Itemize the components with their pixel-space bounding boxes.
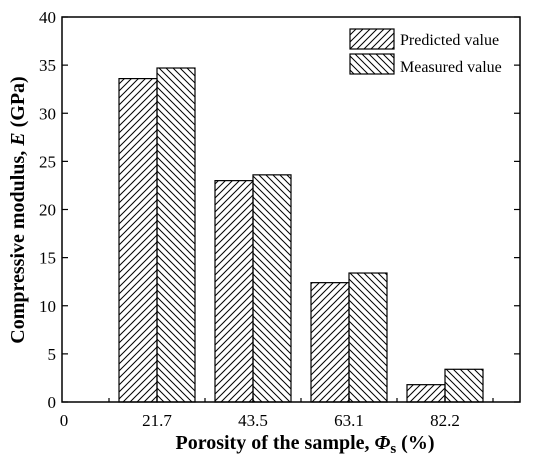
plot-frame <box>61 16 521 403</box>
x-tick-label: 21.7 <box>142 411 172 430</box>
x-axis-title-suffix: (%) <box>396 432 434 454</box>
bar-measured <box>156 67 196 403</box>
bar-predicted <box>406 384 446 403</box>
y-tick-label: 40 <box>39 8 56 27</box>
legend: Predicted value Measured value <box>349 28 502 76</box>
bar-measured <box>444 368 484 403</box>
legend-swatch-predicted <box>349 28 395 50</box>
y-axis-title: Compressive modulus, E (GPa) <box>7 76 29 343</box>
y-axis-title-symbol: E <box>7 132 29 146</box>
legend-label-measured: Measured value <box>400 59 502 76</box>
y-axis-title-prefix: Compressive modulus, <box>7 146 29 344</box>
bar-measured <box>252 174 292 403</box>
y-tick-label: 20 <box>39 201 56 220</box>
y-tick-label: 25 <box>39 152 56 171</box>
bar-predicted <box>310 282 350 403</box>
y-tick-label: 15 <box>39 249 56 268</box>
legend-swatch-measured <box>349 53 395 75</box>
y-tick-label: 35 <box>39 56 56 75</box>
y-axis-title-suffix: (GPa) <box>7 76 29 132</box>
bar-predicted <box>118 77 158 403</box>
x-tick-label: 63.1 <box>334 411 364 430</box>
x-axis-title-subscript: s <box>390 441 396 457</box>
bars-group <box>118 67 484 403</box>
y-tick-label: 30 <box>39 104 56 123</box>
y-axis: 0 5 10 15 20 25 30 35 40 <box>39 8 520 412</box>
x-origin-label: 0 <box>60 411 69 430</box>
legend-label-predicted: Predicted value <box>400 32 499 49</box>
bar-predicted <box>214 180 254 403</box>
y-tick-label: 5 <box>48 345 57 364</box>
bar-measured <box>348 272 388 403</box>
x-axis: 21.7 43.5 63.1 82.2 <box>108 396 494 430</box>
y-tick-label: 10 <box>39 297 56 316</box>
x-tick-label: 43.5 <box>238 411 268 430</box>
x-tick-label: 82.2 <box>430 411 460 430</box>
x-axis-title-prefix: Porosity of the sample, <box>175 432 374 454</box>
y-tick-label: 0 <box>48 393 57 412</box>
x-axis-title: Porosity of the sample, Φs (%) <box>175 432 434 457</box>
x-axis-title-symbol: Φ <box>375 432 391 454</box>
